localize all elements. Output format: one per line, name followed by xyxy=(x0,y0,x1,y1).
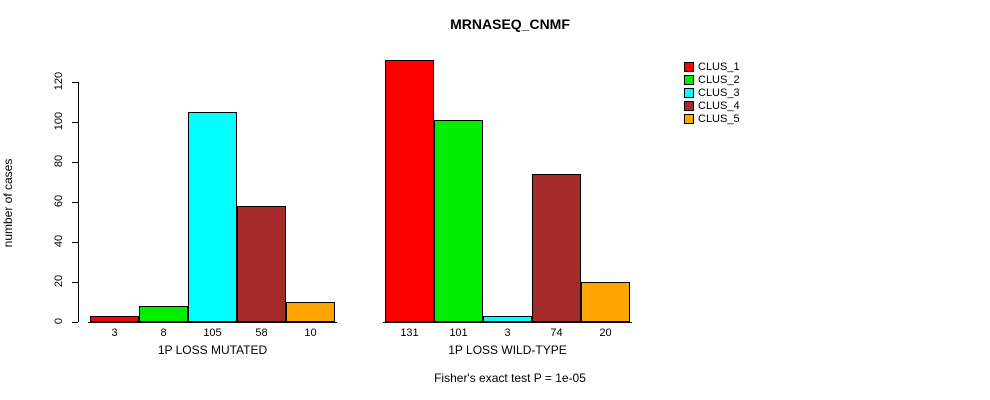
bar-clus_4 xyxy=(237,206,286,322)
y-tick-label: 0 xyxy=(53,317,65,325)
y-tick-mark xyxy=(72,282,78,283)
bar-value-label: 3 xyxy=(504,327,511,339)
y-tick-label: 80 xyxy=(53,154,65,168)
y-tick-mark xyxy=(72,162,78,163)
legend-item-clus_5: CLUS_5 xyxy=(684,112,740,125)
bar-clus_5 xyxy=(581,282,630,322)
legend-swatch xyxy=(684,87,694,98)
bar-clus_4 xyxy=(532,174,581,322)
y-tick-mark xyxy=(72,242,78,243)
legend-label: CLUS_4 xyxy=(698,99,740,112)
bar-value-label: 58 xyxy=(255,327,268,339)
y-tick-label: 60 xyxy=(53,194,65,208)
legend-swatch xyxy=(684,100,694,111)
group-label: 1P LOSS MUTATED xyxy=(157,343,268,357)
legend-label: CLUS_2 xyxy=(698,73,740,86)
legend-item-clus_4: CLUS_4 xyxy=(684,99,740,112)
y-axis-label: number of cases xyxy=(1,158,15,248)
bar-clus_3 xyxy=(188,112,237,322)
bar-clus_2 xyxy=(139,306,188,322)
bar-value-label: 20 xyxy=(599,327,612,339)
legend-label: CLUS_3 xyxy=(698,86,740,99)
chart-title: MRNASEQ_CNMF xyxy=(450,16,570,32)
x-axis-baseline xyxy=(383,322,632,323)
legend-label: CLUS_5 xyxy=(698,112,740,125)
bar-clus_5 xyxy=(286,302,335,322)
y-tick-mark xyxy=(72,322,78,323)
legend-item-clus_2: CLUS_2 xyxy=(684,73,740,86)
group-label: 1P LOSS WILD-TYPE xyxy=(448,343,567,357)
x-axis-baseline xyxy=(88,322,337,323)
legend-item-clus_1: CLUS_1 xyxy=(684,60,740,73)
y-tick-label: 40 xyxy=(53,234,65,248)
legend-label: CLUS_1 xyxy=(698,60,740,73)
legend-swatch xyxy=(684,74,694,85)
y-tick-mark xyxy=(72,82,78,83)
y-axis-line xyxy=(78,82,79,322)
annotation-text: Fisher's exact test P = 1e-05 xyxy=(434,371,586,385)
y-tick-label: 120 xyxy=(53,71,65,91)
bar-value-label: 101 xyxy=(449,327,468,339)
legend-swatch xyxy=(684,113,694,124)
bar-clus_1 xyxy=(90,316,139,322)
bar-value-label: 3 xyxy=(111,327,118,339)
bar-value-label: 131 xyxy=(400,327,419,339)
chart-legend: CLUS_1 CLUS_2 CLUS_3 CLUS_4 CLUS_5 xyxy=(684,60,740,125)
y-tick-mark xyxy=(72,202,78,203)
bar-clus_3 xyxy=(483,316,532,322)
y-tick-label: 20 xyxy=(53,274,65,288)
bar-value-label: 105 xyxy=(203,327,222,339)
bar-value-label: 10 xyxy=(304,327,317,339)
bar-value-label: 74 xyxy=(550,327,563,339)
legend-swatch xyxy=(684,61,694,72)
bar-clus_1 xyxy=(385,60,434,322)
bar-value-label: 8 xyxy=(160,327,167,339)
legend-item-clus_3: CLUS_3 xyxy=(684,86,740,99)
y-tick-label: 100 xyxy=(53,111,65,131)
y-tick-mark xyxy=(72,122,78,123)
bar-clus_2 xyxy=(434,120,483,322)
